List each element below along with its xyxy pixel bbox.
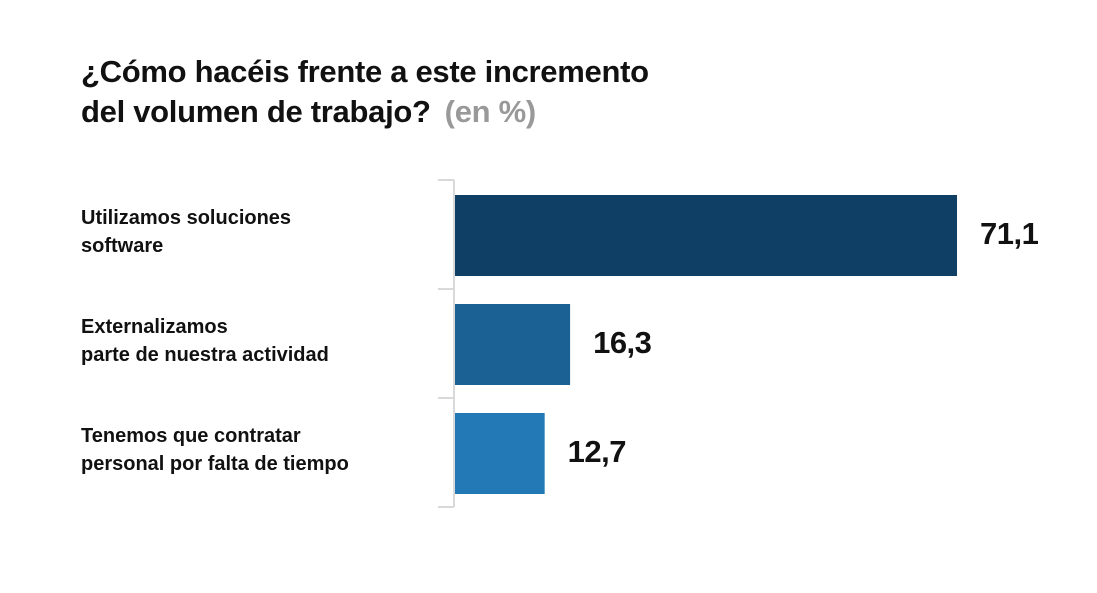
chart-title-line-1: ¿Cómo hacéis frente a este incremento	[81, 54, 649, 89]
category-label-line: Externalizamos	[81, 316, 228, 338]
value-label: 71,1	[980, 215, 1039, 251]
category-label-line: software	[81, 235, 164, 257]
unit-label: (en %)	[444, 94, 537, 129]
category-label-line: Tenemos que contratar	[81, 425, 301, 447]
bar	[455, 195, 957, 276]
chart-title-line-2: del volumen de trabajo?	[81, 94, 431, 129]
chart-title: ¿Cómo hacéis frente a este incremento de…	[81, 52, 649, 132]
category-label: Tenemos que contratar personal por falta…	[81, 422, 349, 478]
category-label-line: Utilizamos soluciones	[81, 207, 292, 229]
category-label: Utilizamos soluciones software	[81, 204, 291, 260]
value-label: 12,7	[567, 433, 627, 469]
category-label-line: parte de nuestra actividad	[81, 344, 329, 366]
value-label: 16,3	[593, 324, 652, 360]
bar	[455, 304, 571, 385]
category-label-line: personal por falta de tiempo	[81, 453, 349, 475]
category-label: Externalizamos parte de nuestra activida…	[81, 313, 329, 369]
bar	[455, 413, 545, 494]
